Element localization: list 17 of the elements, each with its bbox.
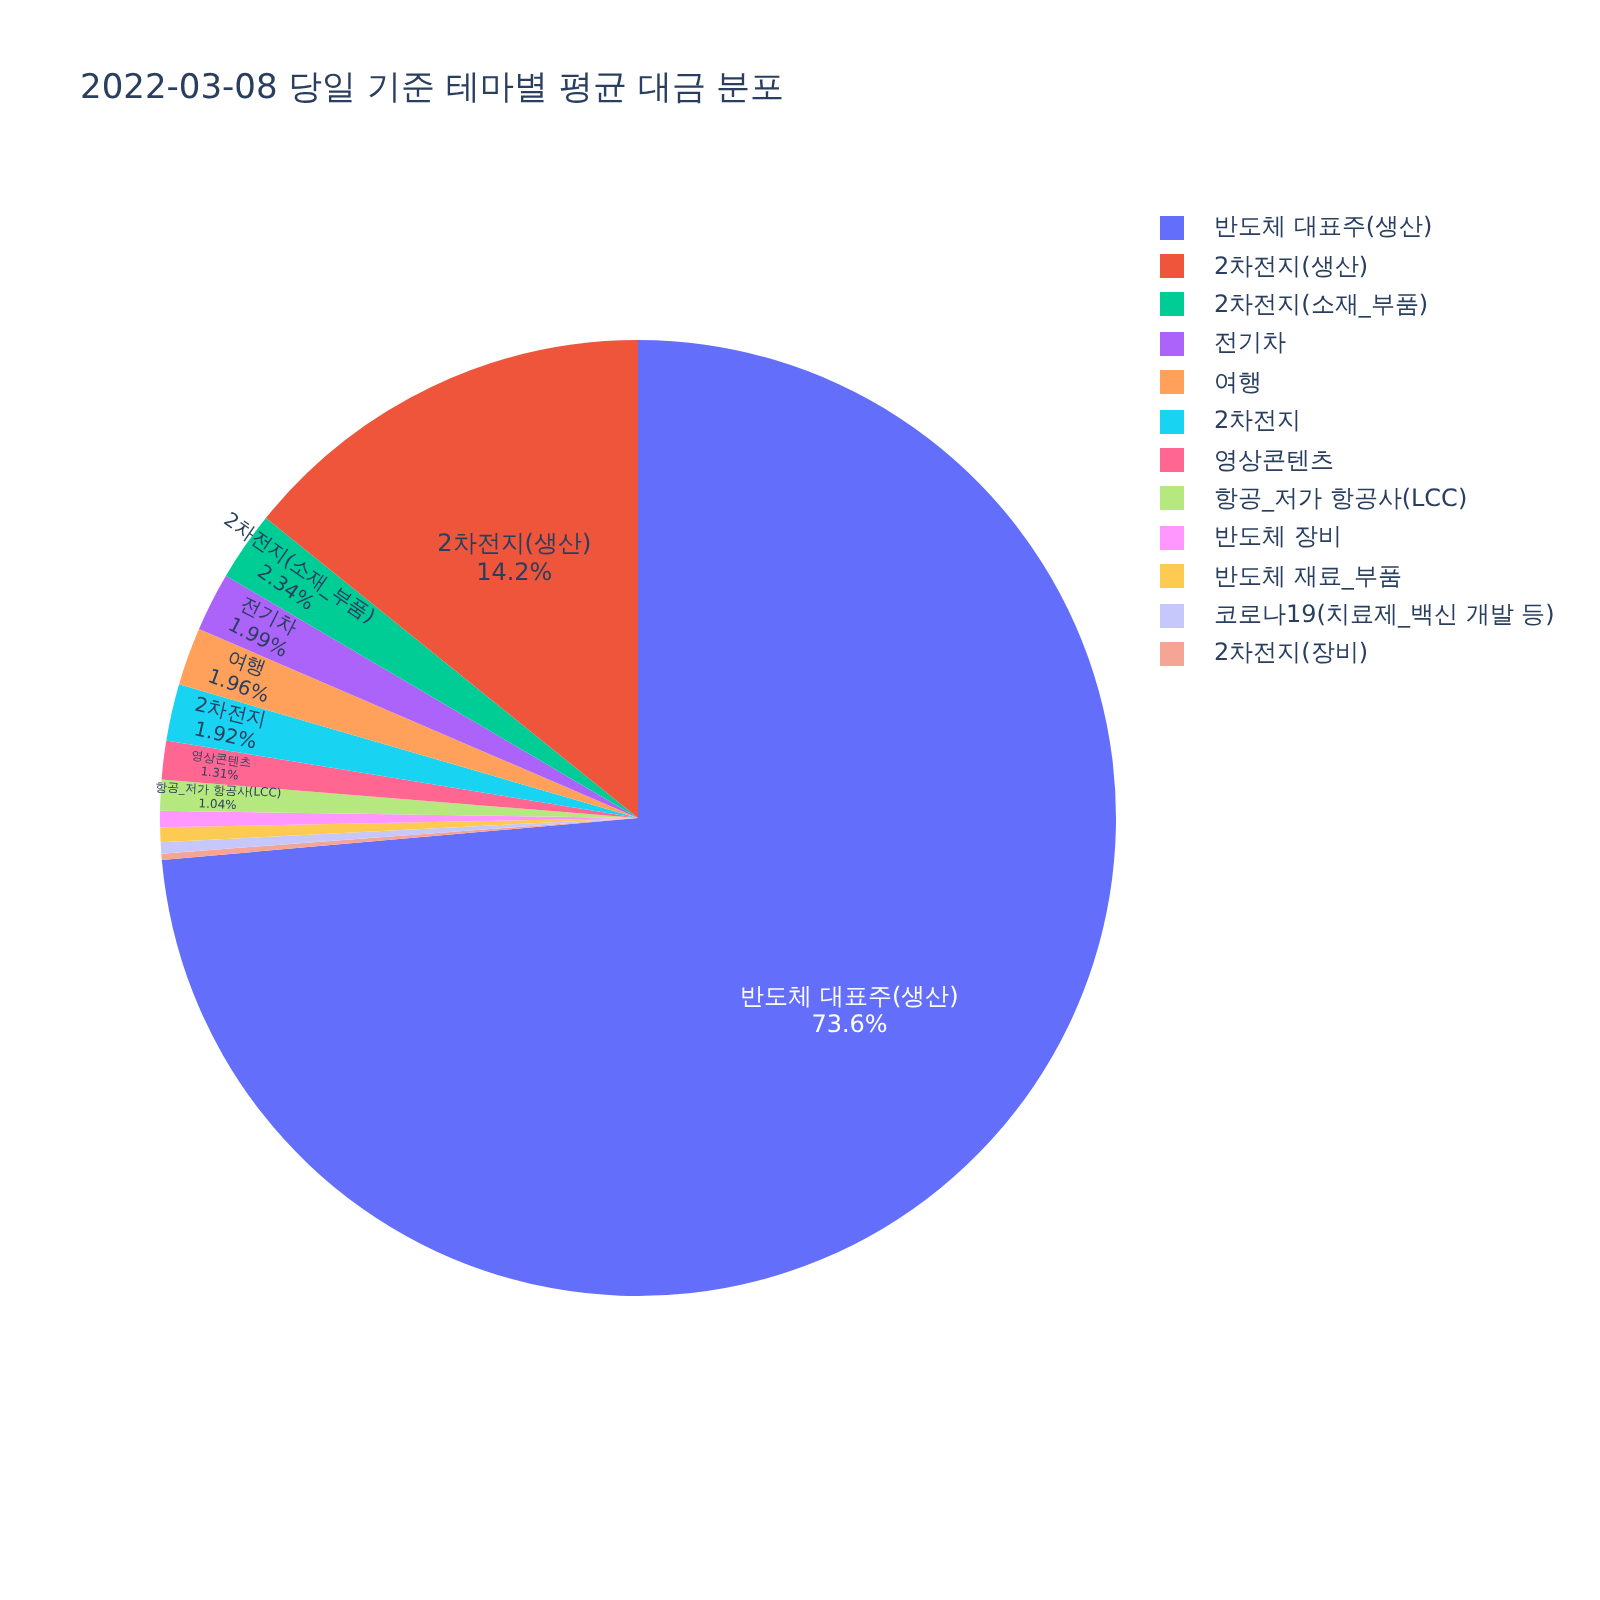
legend-label: 2차전지(장비) — [1214, 636, 1368, 671]
data-label: 73.6% — [811, 1010, 888, 1039]
legend-label: 반도체 재료_부품 — [1214, 559, 1402, 594]
legend-label: 여행 — [1214, 365, 1262, 400]
slice-label: 2차전지(생산) — [437, 529, 592, 558]
legend-label: 반도체 대표주(생산) — [1214, 210, 1433, 245]
legend-label: 2차전지(생산) — [1214, 249, 1368, 284]
legend-label: 반도체 장비 — [1214, 520, 1342, 555]
legend-label: 전기차 — [1214, 326, 1286, 361]
legend-label: 항공_저가 항공사(LCC) — [1214, 481, 1468, 516]
legend-label: 2차전지 — [1214, 404, 1302, 439]
legend-label: 영상콘텐츠 — [1214, 443, 1334, 478]
legend-label: 코로나19(치료제_백신 개발 등) — [1214, 598, 1555, 633]
data-label: 14.2% — [476, 557, 553, 586]
legend-label: 2차전지(소재_부품) — [1214, 287, 1428, 322]
chart-title: 2022-03-08 당일 기준 테마별 평균 대금 분포 — [80, 66, 785, 110]
slice-label: 반도체 대표주(생산) — [740, 981, 959, 1010]
